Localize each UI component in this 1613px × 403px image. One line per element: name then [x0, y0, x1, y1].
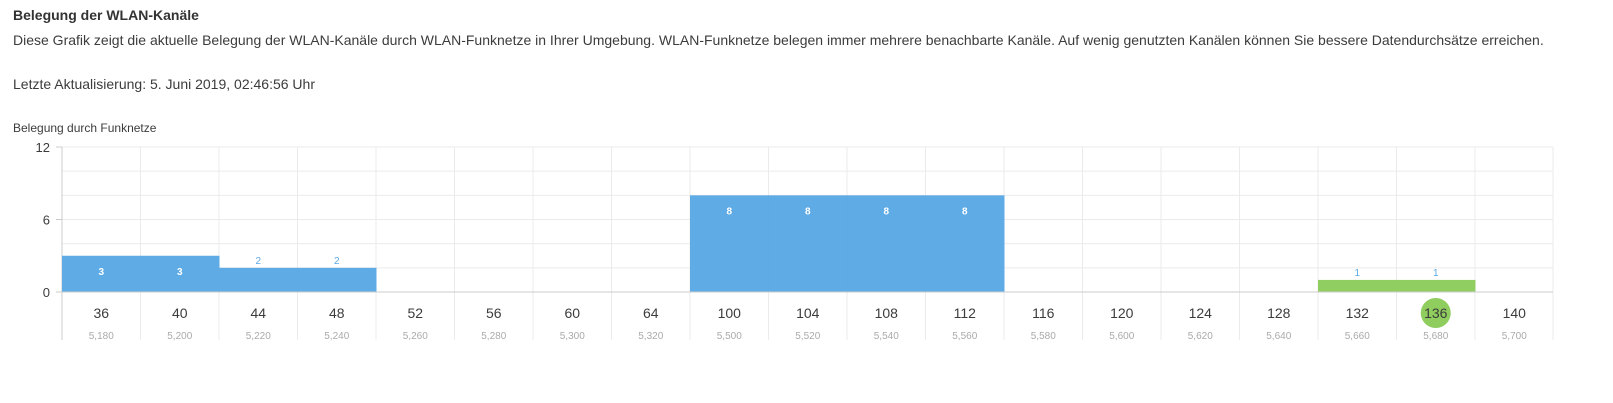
bar-channel-112	[925, 195, 1005, 292]
page-description: Diese Grafik zeigt die aktuelle Belegung…	[13, 32, 1544, 48]
bar-value-label: 2	[255, 256, 261, 267]
channel-label: 100	[718, 305, 742, 321]
bar-value-label: 3	[98, 267, 104, 278]
bar-value-label: 8	[962, 206, 968, 217]
page-title: Belegung der WLAN-Kanäle	[13, 7, 199, 23]
bar-value-label: 1	[1433, 268, 1439, 279]
last-update-text: Letzte Aktualisierung: 5. Juni 2019, 02:…	[13, 76, 315, 92]
bar-value-label: 3	[177, 267, 183, 278]
channel-label: 104	[796, 305, 820, 321]
bar-channel-48	[297, 267, 377, 292]
frequency-label: 5,660	[1345, 331, 1370, 342]
channel-label: 112	[954, 305, 977, 321]
highlight-circle	[1420, 298, 1451, 328]
frequency-label: 5,320	[638, 331, 663, 342]
channel-label: 64	[643, 305, 659, 321]
bar-channel-104	[768, 195, 848, 292]
frequency-label: 5,520	[795, 331, 820, 342]
frequency-label: 5,180	[89, 331, 114, 342]
bar-value-label: 1	[1354, 268, 1360, 279]
frequency-label: 5,280	[481, 331, 506, 342]
frequency-label: 5,580	[1031, 331, 1056, 342]
channel-label: 116	[1032, 305, 1055, 321]
frequency-label: 5,640	[1266, 331, 1291, 342]
frequency-label: 5,680	[1423, 331, 1448, 342]
channel-label: 108	[875, 305, 899, 321]
channel-label: 44	[250, 305, 266, 321]
y-tick-label: 0	[43, 285, 50, 300]
channel-label: 128	[1267, 305, 1291, 321]
frequency-label: 5,700	[1502, 331, 1527, 342]
frequency-label: 5,220	[246, 331, 271, 342]
bar-value-label: 2	[334, 256, 340, 267]
channel-label: 52	[407, 305, 423, 321]
frequency-label: 5,500	[717, 331, 742, 342]
frequency-label: 5,300	[560, 331, 585, 342]
bar-channel-44	[219, 267, 298, 292]
bar-channel-100	[690, 195, 769, 292]
bar-channel-40	[140, 255, 220, 292]
bar-value-label: 8	[726, 206, 732, 217]
frequency-label: 5,540	[874, 331, 899, 342]
frequency-label: 5,560	[952, 331, 977, 342]
frequency-label: 5,200	[167, 331, 192, 342]
bar-channel-136	[1396, 279, 1476, 292]
channel-label: 140	[1503, 305, 1527, 321]
bar-channel-36	[62, 255, 141, 292]
frequency-label: 5,600	[1109, 331, 1134, 342]
channel-label: 136	[1424, 305, 1448, 321]
channel-label: 56	[486, 305, 502, 321]
channel-label: 60	[564, 305, 580, 321]
channel-label: 48	[329, 305, 345, 321]
bar-value-label: 8	[805, 206, 811, 217]
channel-label: 132	[1346, 305, 1370, 321]
channel-label: 40	[172, 305, 188, 321]
channel-label: 124	[1189, 305, 1213, 321]
frequency-label: 5,620	[1188, 331, 1213, 342]
y-tick-label: 12	[36, 140, 50, 155]
bar-channel-108	[847, 195, 926, 292]
y-tick-label: 6	[43, 213, 50, 228]
channel-label: 120	[1110, 305, 1134, 321]
frequency-label: 5,240	[324, 331, 349, 342]
bar-value-label: 8	[883, 206, 889, 217]
bar-channel-132	[1318, 279, 1397, 292]
chart-title: Belegung durch Funknetze	[13, 121, 157, 135]
channel-label: 36	[93, 305, 109, 321]
frequency-label: 5,260	[403, 331, 428, 342]
